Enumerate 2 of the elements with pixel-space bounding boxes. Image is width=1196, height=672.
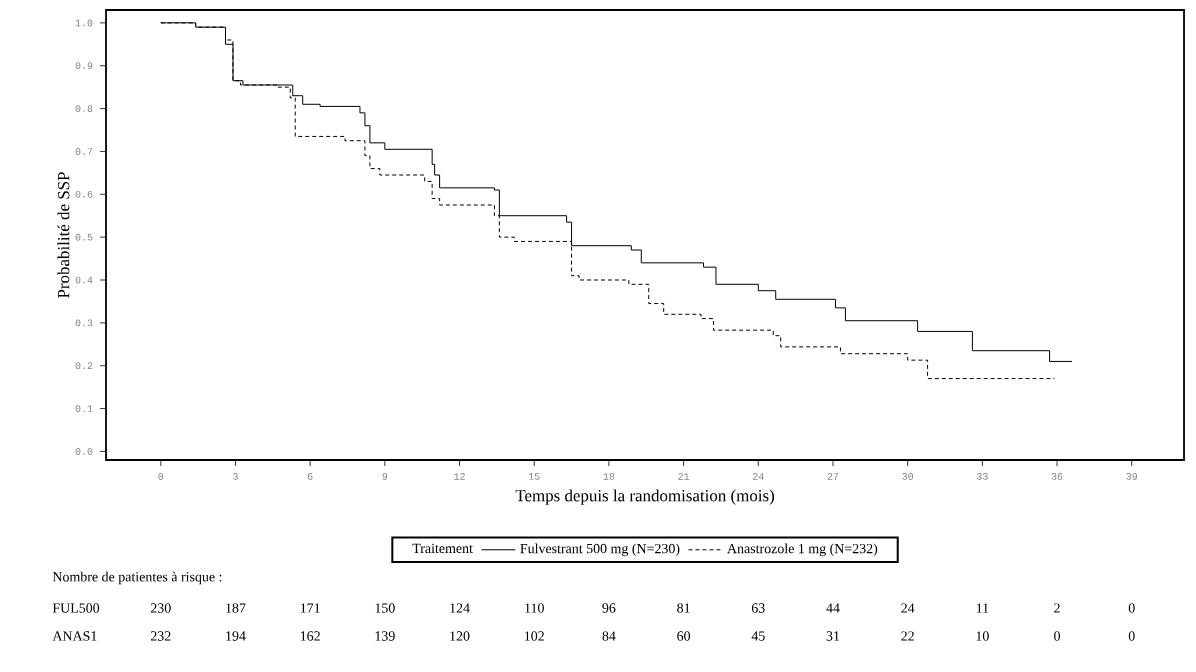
x-axis-title: Temps depuis la randomisation (mois): [515, 489, 775, 505]
y-axis-title: Probabilité de SSP: [57, 172, 70, 299]
